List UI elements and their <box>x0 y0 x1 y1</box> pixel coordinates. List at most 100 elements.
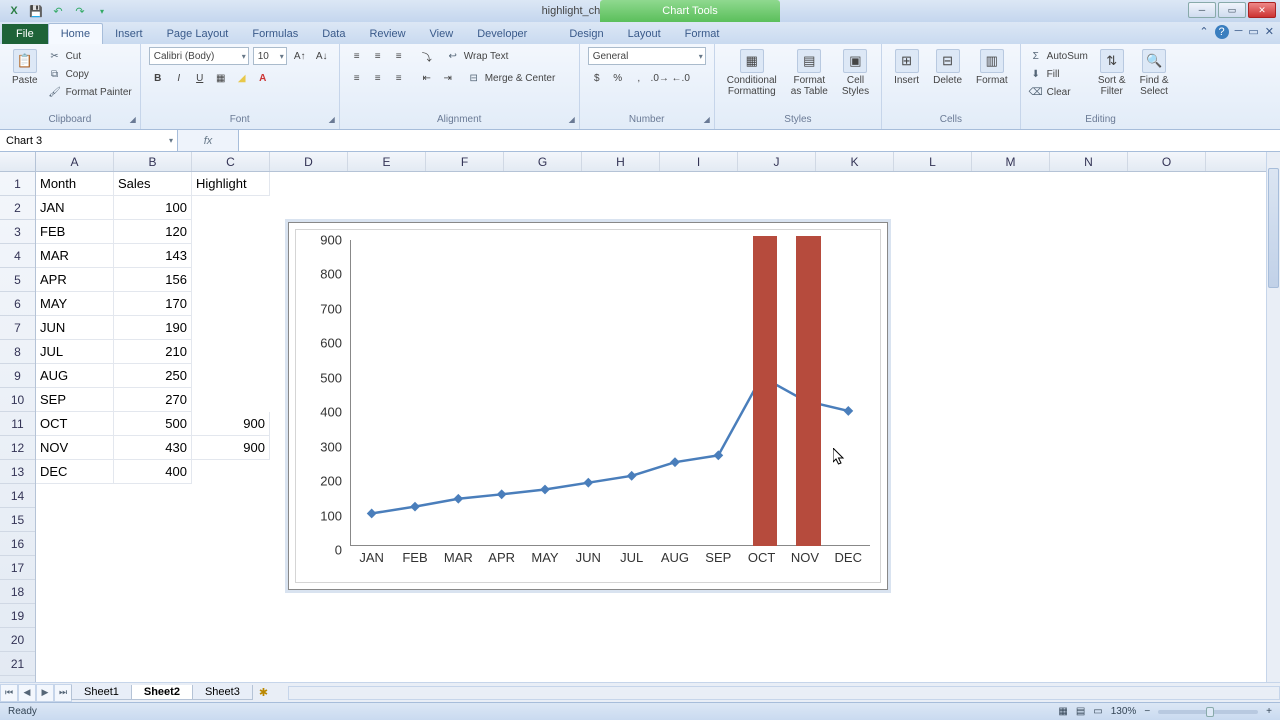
fx-button[interactable]: fx <box>178 135 238 147</box>
fill-color-button[interactable]: ◢ <box>233 69 251 87</box>
cell[interactable]: 250 <box>114 364 192 388</box>
line-marker[interactable] <box>410 502 420 512</box>
cell[interactable]: 400 <box>114 460 192 484</box>
col-header[interactable]: A <box>36 152 114 171</box>
percent-icon[interactable]: % <box>609 69 627 87</box>
cell[interactable]: 500 <box>114 412 192 436</box>
format-painter-button[interactable]: 🖌Format Painter <box>48 83 132 101</box>
line-marker[interactable] <box>843 406 853 416</box>
cell[interactable]: 430 <box>114 436 192 460</box>
maximize-button[interactable]: ▭ <box>1218 2 1246 18</box>
find-select-button[interactable]: 🔍Find & Select <box>1136 47 1173 99</box>
col-header[interactable]: C <box>192 152 270 171</box>
line-marker[interactable] <box>670 457 680 467</box>
col-header[interactable]: G <box>504 152 582 171</box>
tab-page-layout[interactable]: Page Layout <box>155 24 241 44</box>
copy-button[interactable]: ⧉Copy <box>48 65 132 83</box>
col-header[interactable]: D <box>270 152 348 171</box>
line-marker[interactable] <box>583 478 593 488</box>
tab-insert[interactable]: Insert <box>103 24 155 44</box>
clear-button[interactable]: ⌫Clear <box>1029 83 1088 101</box>
cell[interactable]: 143 <box>114 244 192 268</box>
orientation-icon[interactable]: ⤵ <box>418 47 436 65</box>
row-header[interactable]: 21 <box>0 652 35 676</box>
zoom-thumb[interactable] <box>1206 707 1214 717</box>
plot-area[interactable] <box>350 240 870 546</box>
highlight-bar[interactable] <box>753 236 777 546</box>
tab-home[interactable]: Home <box>48 23 103 44</box>
col-header[interactable]: I <box>660 152 738 171</box>
col-header[interactable]: N <box>1050 152 1128 171</box>
font-color-button[interactable]: A <box>254 69 272 87</box>
cell-styles-button[interactable]: ▣Cell Styles <box>838 47 873 99</box>
row-header[interactable]: 1 <box>0 172 35 196</box>
close-button[interactable]: ✕ <box>1248 2 1276 18</box>
cell[interactable]: FEB <box>36 220 114 244</box>
row-header[interactable]: 8 <box>0 340 35 364</box>
line-marker[interactable] <box>367 509 377 519</box>
line-marker[interactable] <box>540 485 550 495</box>
view-normal-icon[interactable]: ▦ <box>1058 706 1067 717</box>
row-header[interactable]: 19 <box>0 604 35 628</box>
zoom-level[interactable]: 130% <box>1111 706 1137 717</box>
row-header[interactable]: 18 <box>0 580 35 604</box>
tab-view[interactable]: View <box>418 24 466 44</box>
cell[interactable]: 120 <box>114 220 192 244</box>
format-as-table-button[interactable]: ▤Format as Table <box>787 47 832 99</box>
wrap-text-button[interactable]: ↩Wrap Text <box>446 47 509 65</box>
sheet-nav-first-icon[interactable]: ⏮ <box>0 684 18 702</box>
tab-design[interactable]: Design <box>557 24 615 44</box>
col-header[interactable]: E <box>348 152 426 171</box>
row-header[interactable]: 2 <box>0 196 35 220</box>
zoom-out-icon[interactable]: − <box>1144 706 1150 717</box>
cell[interactable]: 270 <box>114 388 192 412</box>
minimize-ribbon-icon[interactable]: ⌃ <box>1199 25 1208 39</box>
sheet-nav-prev-icon[interactable]: ◀ <box>18 684 36 702</box>
cell[interactable]: Sales <box>114 172 192 196</box>
cell[interactable]: NOV <box>36 436 114 460</box>
cell[interactable]: APR <box>36 268 114 292</box>
sort-filter-button[interactable]: ⇅Sort & Filter <box>1094 47 1130 99</box>
row-header[interactable]: 3 <box>0 220 35 244</box>
chart-series[interactable] <box>350 240 870 548</box>
increase-decimal-icon[interactable]: .0→ <box>651 69 669 87</box>
highlight-bar[interactable] <box>796 236 820 546</box>
row-header[interactable]: 10 <box>0 388 35 412</box>
indent-increase-icon[interactable]: ⇥ <box>439 69 457 87</box>
tab-developer[interactable]: Developer <box>465 24 539 44</box>
dialog-launcher-icon[interactable]: ◢ <box>130 115 136 124</box>
sheet-nav-next-icon[interactable]: ▶ <box>36 684 54 702</box>
font-size-select[interactable]: 10 <box>253 47 287 65</box>
cell[interactable]: OCT <box>36 412 114 436</box>
cell[interactable]: AUG <box>36 364 114 388</box>
cell[interactable]: 190 <box>114 316 192 340</box>
cell[interactable]: 170 <box>114 292 192 316</box>
sheet-nav-last-icon[interactable]: ⏭ <box>54 684 72 702</box>
number-format-select[interactable]: General <box>588 47 706 65</box>
window-close-icon[interactable]: ✕ <box>1265 25 1274 39</box>
col-header[interactable]: L <box>894 152 972 171</box>
cell[interactable]: SEP <box>36 388 114 412</box>
row-header[interactable]: 6 <box>0 292 35 316</box>
cell[interactable]: Month <box>36 172 114 196</box>
cell[interactable]: MAR <box>36 244 114 268</box>
vertical-scrollbar[interactable] <box>1266 152 1280 682</box>
window-minimize-icon[interactable]: ─ <box>1235 25 1243 39</box>
insert-cells-button[interactable]: ⊞Insert <box>890 47 923 88</box>
row-header[interactable]: 7 <box>0 316 35 340</box>
italic-button[interactable]: I <box>170 69 188 87</box>
font-name-select[interactable]: Calibri (Body) <box>149 47 249 65</box>
format-cells-button[interactable]: ▥Format <box>972 47 1012 88</box>
line-marker[interactable] <box>627 471 637 481</box>
col-header[interactable]: K <box>816 152 894 171</box>
fill-button[interactable]: ⬇Fill <box>1029 65 1088 83</box>
row-header[interactable]: 13 <box>0 460 35 484</box>
row-header[interactable]: 17 <box>0 556 35 580</box>
horizontal-scrollbar[interactable] <box>288 686 1280 700</box>
col-header[interactable]: B <box>114 152 192 171</box>
comma-icon[interactable]: , <box>630 69 648 87</box>
line-marker[interactable] <box>497 489 507 499</box>
underline-button[interactable]: U <box>191 69 209 87</box>
minimize-button[interactable]: ─ <box>1188 2 1216 18</box>
view-pagebreak-icon[interactable]: ▭ <box>1093 706 1102 717</box>
